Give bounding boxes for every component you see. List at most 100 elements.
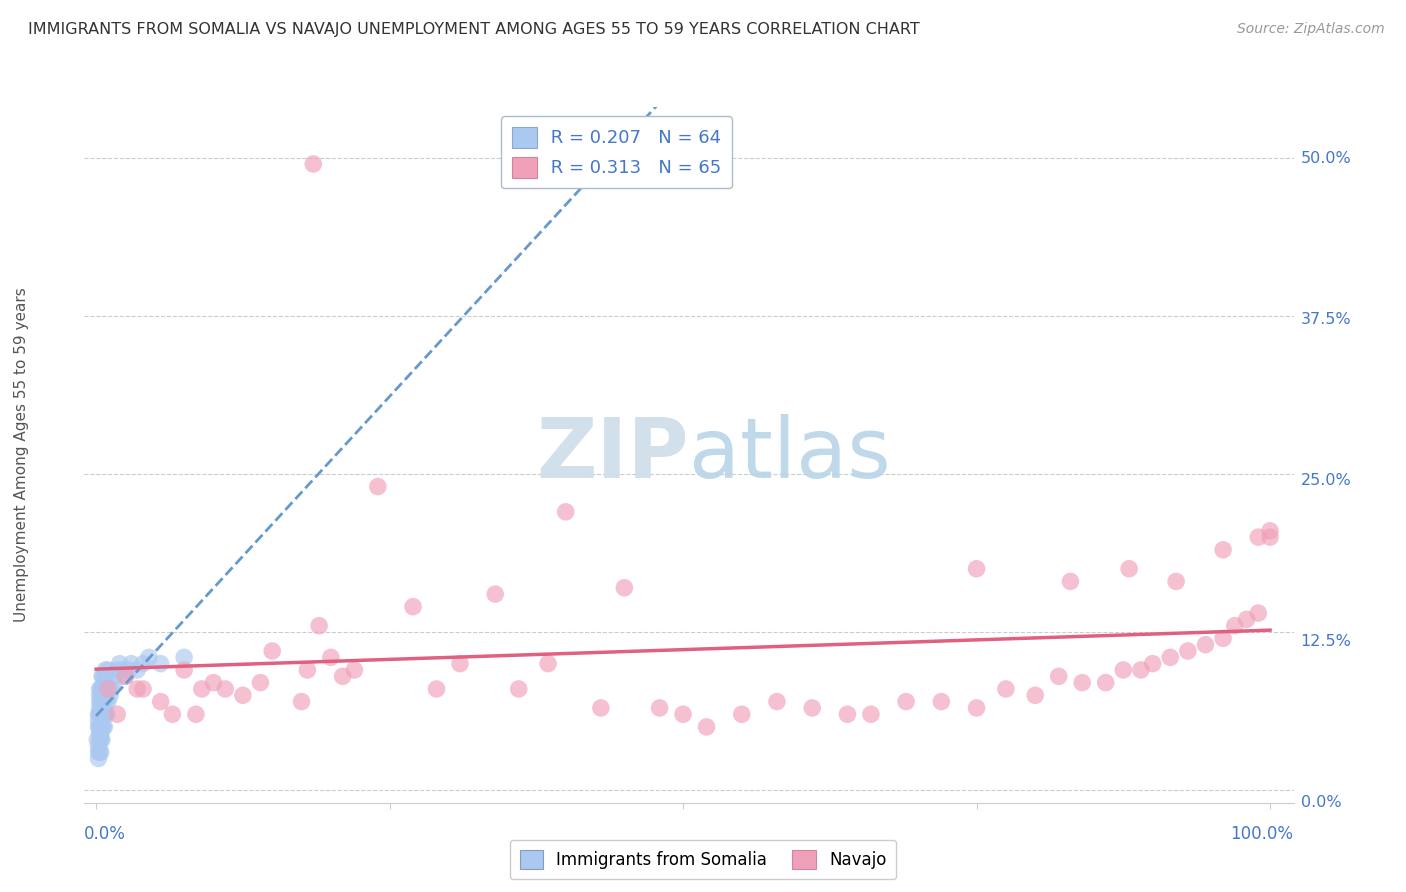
Point [402, 599, 425, 614]
Point [90, 720, 112, 734]
Point [90, 681, 112, 696]
Point [89, 701, 111, 715]
Legend: Immigrants from Somalia, Navajo: Immigrants from Somalia, Navajo [510, 840, 896, 880]
Point [90, 695, 112, 709]
Point [97, 695, 120, 709]
Point [91, 681, 114, 696]
Text: 25.0%: 25.0% [1301, 473, 1351, 488]
Point [994, 681, 1017, 696]
Point [262, 644, 284, 658]
Point [89, 720, 111, 734]
Point [91, 669, 114, 683]
Point [105, 707, 128, 722]
Point [162, 707, 184, 722]
Point [648, 701, 671, 715]
Text: 100.0%: 100.0% [1230, 825, 1294, 843]
Point [93, 720, 115, 734]
Point [202, 675, 225, 690]
Point [91, 695, 114, 709]
Point [94, 707, 117, 722]
Point [1177, 644, 1199, 658]
Point [120, 657, 142, 671]
Text: 12.5%: 12.5% [1301, 634, 1351, 649]
Point [89, 732, 111, 747]
Point [1159, 650, 1181, 665]
Point [87, 720, 110, 734]
Text: ZIP: ZIP [537, 415, 689, 495]
Point [93, 669, 115, 683]
Point [613, 581, 636, 595]
Text: IMMIGRANTS FROM SOMALIA VS NAVAJO UNEMPLOYMENT AMONG AGES 55 TO 59 YEARS CORRELA: IMMIGRANTS FROM SOMALIA VS NAVAJO UNEMPL… [28, 22, 920, 37]
Point [1112, 663, 1135, 677]
Point [91, 707, 114, 722]
Point [118, 663, 141, 677]
Point [91, 732, 114, 747]
Point [367, 479, 389, 493]
Point [87, 745, 110, 759]
Text: 37.5%: 37.5% [1301, 312, 1351, 327]
Point [1118, 562, 1140, 576]
Point [87, 707, 110, 722]
Point [96, 707, 118, 722]
Point [190, 681, 212, 696]
Point [91, 707, 114, 722]
Point [91, 681, 114, 696]
Text: atlas: atlas [689, 415, 890, 495]
Point [132, 681, 155, 696]
Point [1142, 657, 1164, 671]
Text: 50.0%: 50.0% [1301, 151, 1351, 166]
Point [90, 707, 112, 722]
Point [1129, 663, 1152, 677]
Point [343, 663, 366, 677]
Text: 0.0%: 0.0% [84, 825, 127, 843]
Point [91, 695, 114, 709]
Point [319, 650, 342, 665]
Point [1212, 632, 1234, 646]
Text: Unemployment Among Ages 55 to 59 years: Unemployment Among Ages 55 to 59 years [14, 287, 28, 623]
Point [97, 681, 120, 696]
Point [1236, 612, 1258, 626]
Point [696, 720, 718, 734]
Point [173, 663, 195, 677]
Point [894, 695, 917, 709]
Point [96, 681, 118, 696]
Point [232, 688, 254, 702]
Point [1166, 574, 1188, 589]
Point [111, 663, 134, 677]
Point [184, 707, 207, 722]
Point [87, 739, 110, 753]
Point [132, 657, 155, 671]
Point [1223, 618, 1246, 632]
Point [484, 587, 506, 601]
Point [87, 751, 110, 765]
Point [554, 505, 576, 519]
Point [837, 707, 859, 722]
Point [98, 688, 121, 702]
Point [89, 688, 111, 702]
Point [1024, 688, 1046, 702]
Point [89, 707, 111, 722]
Point [302, 157, 325, 171]
Point [1258, 524, 1281, 538]
Point [89, 745, 111, 759]
Point [90, 745, 112, 759]
Point [1071, 675, 1094, 690]
Point [508, 681, 530, 696]
Point [93, 707, 115, 722]
Point [127, 663, 149, 677]
Point [86, 732, 108, 747]
Point [290, 695, 312, 709]
Point [1247, 606, 1270, 620]
Point [332, 669, 354, 683]
Point [138, 650, 160, 665]
Point [89, 695, 111, 709]
Point [1094, 675, 1116, 690]
Point [114, 669, 136, 683]
Point [149, 657, 172, 671]
Point [149, 695, 172, 709]
Point [127, 681, 149, 696]
Point [731, 707, 754, 722]
Point [1059, 574, 1081, 589]
Point [766, 695, 789, 709]
Point [90, 726, 112, 740]
